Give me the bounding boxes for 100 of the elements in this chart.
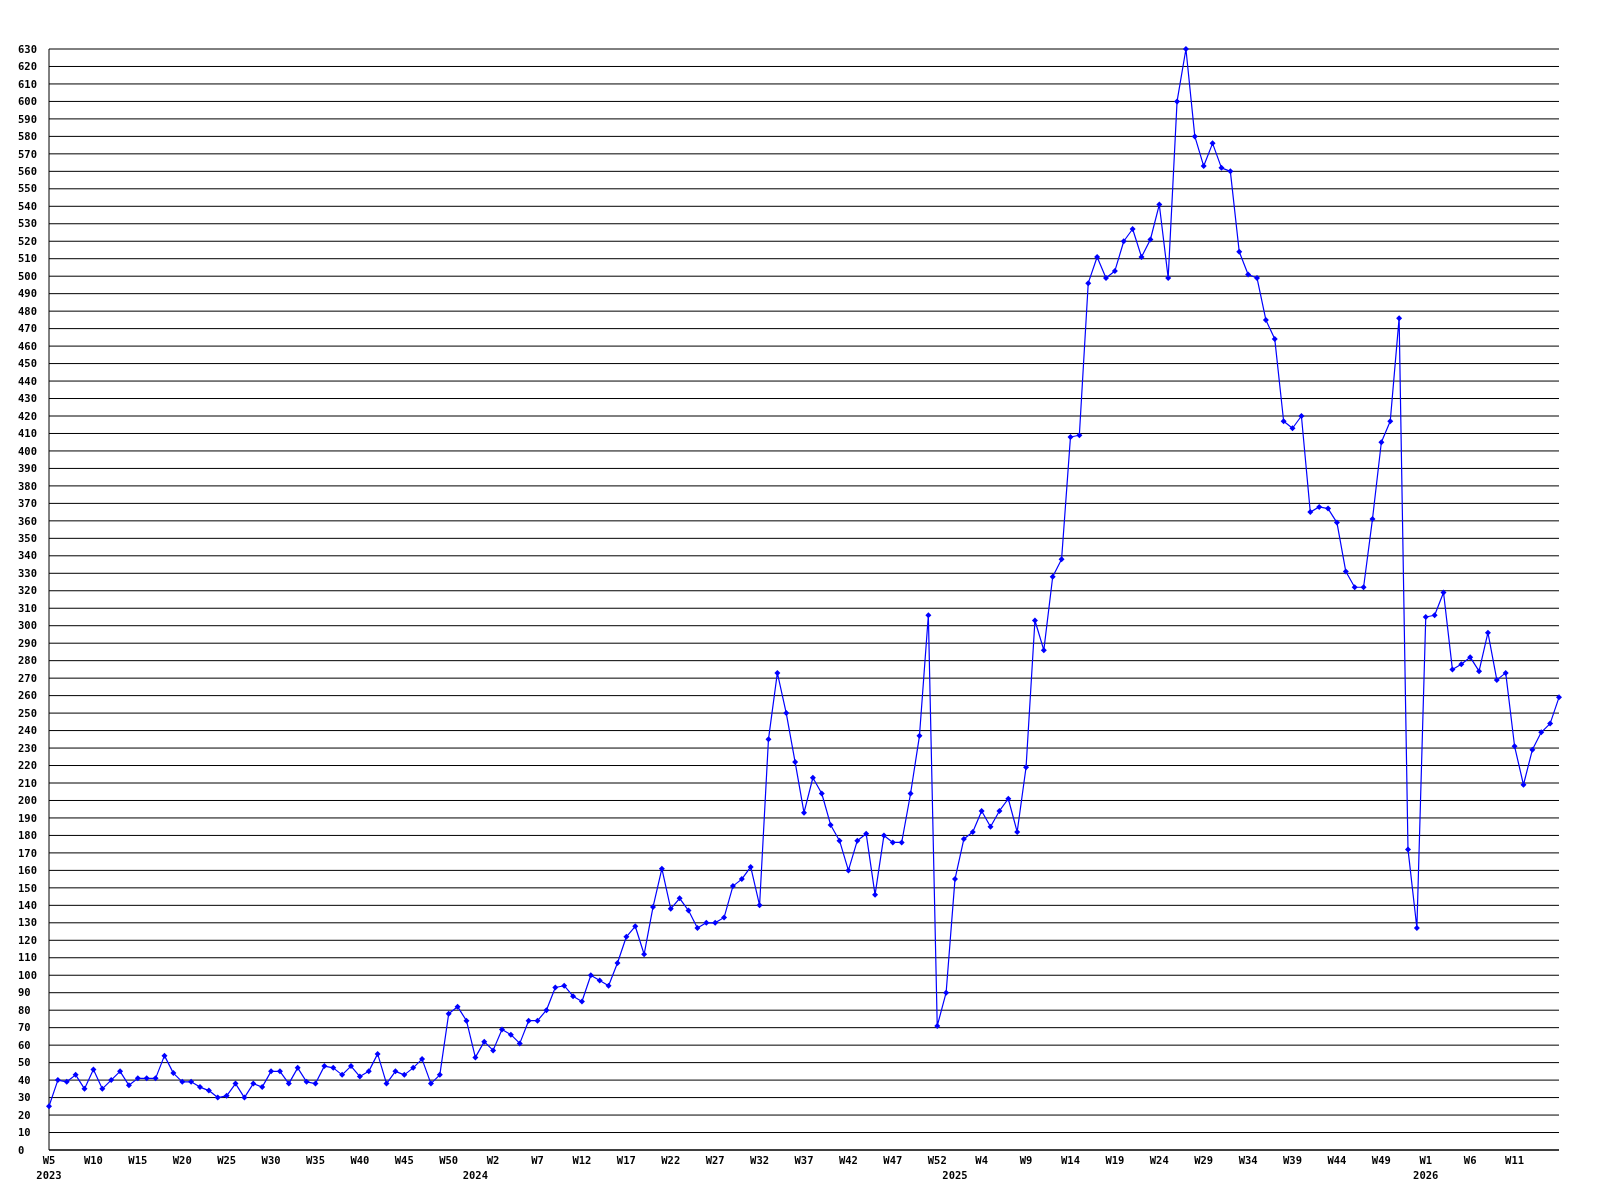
y-tick-label: 130: [18, 916, 37, 929]
x-tick-label: W19: [1105, 1154, 1125, 1166]
x-tick-label: W34: [1238, 1154, 1258, 1166]
y-tick-label: 370: [18, 497, 37, 510]
y-tick-label: 530: [18, 217, 37, 230]
y-tick-label: 620: [18, 60, 37, 73]
y-tick-label: 170: [18, 846, 37, 859]
y-tick-label: 30: [18, 1091, 31, 1104]
y-tick-label: 20: [18, 1108, 31, 1121]
y-tick-label: 100: [18, 968, 37, 981]
x-tick-label: W32: [750, 1154, 770, 1166]
y-tick-label: 580: [18, 130, 37, 143]
y-tick-label: 280: [18, 654, 37, 667]
y-tick-label: 520: [18, 234, 37, 247]
y-tick-label: 240: [18, 724, 37, 737]
y-tick-label: 400: [18, 444, 37, 457]
x-tick-label: W37: [794, 1154, 814, 1166]
x-tick-label: W4: [975, 1154, 988, 1166]
x-tick-label: W9: [1019, 1154, 1033, 1166]
y-tick-label: 550: [18, 182, 37, 195]
y-tick-label: 260: [18, 689, 37, 702]
y-tick-label: 310: [18, 601, 37, 614]
y-tick-label: 460: [18, 339, 37, 352]
y-tick-label: 320: [18, 584, 37, 597]
x-tick-label: W24: [1149, 1154, 1169, 1166]
x-tick-label: W12: [572, 1154, 592, 1166]
y-tick-label: 630: [18, 42, 37, 55]
x-tick-label: W10: [83, 1154, 103, 1166]
y-tick-label: 450: [18, 357, 37, 370]
y-tick-label: 180: [18, 829, 37, 842]
x-tick-label: W27: [705, 1154, 725, 1166]
x-tick-label: W5 2023: [36, 1154, 62, 1181]
y-tick-label: 190: [18, 811, 37, 824]
x-tick-label: W14: [1060, 1154, 1080, 1166]
y-tick-label: 600: [18, 95, 37, 108]
y-tick-label: 490: [18, 287, 37, 300]
x-tick-label: W29: [1194, 1154, 1214, 1166]
y-tick-label: 150: [18, 881, 37, 894]
x-tick-label: W47: [883, 1154, 903, 1166]
y-tick-label: 70: [18, 1021, 31, 1034]
y-tick-label: 40: [18, 1073, 31, 1086]
y-tick-label: 440: [18, 374, 37, 387]
x-tick-label: W15: [128, 1154, 148, 1166]
y-tick-label: 560: [18, 165, 37, 178]
y-tick-label: 0: [18, 1143, 25, 1156]
y-tick-label: 220: [18, 759, 37, 772]
y-tick-label: 360: [18, 514, 37, 527]
x-tick-label: W35: [305, 1154, 325, 1166]
y-tick-label: 160: [18, 864, 37, 877]
y-tick-label: 250: [18, 706, 37, 719]
x-tick-label: W25: [217, 1154, 237, 1166]
y-tick-label: 80: [18, 1003, 31, 1016]
y-tick-label: 140: [18, 899, 37, 912]
x-tick-label: W17: [616, 1154, 636, 1166]
y-tick-label: 540: [18, 199, 37, 212]
x-tick-label: W44: [1327, 1154, 1347, 1166]
x-tick-label: W7: [531, 1154, 544, 1166]
x-tick-label: W40: [350, 1154, 370, 1166]
y-tick-label: 510: [18, 252, 37, 265]
y-tick-label: 10: [18, 1126, 31, 1139]
x-tick-label: 2024: [462, 1169, 488, 1181]
x-tick-label: W22: [661, 1154, 681, 1166]
x-tick-label: W52: [927, 1154, 947, 1166]
y-tick-label: 330: [18, 566, 37, 579]
y-tick-label: 410: [18, 427, 37, 440]
y-tick-label: 60: [18, 1038, 31, 1051]
y-tick-label: 380: [18, 479, 37, 492]
y-tick-label: 270: [18, 671, 37, 684]
y-tick-label: 470: [18, 322, 37, 335]
x-tick-label: W1 2026: [1413, 1154, 1439, 1181]
x-tick-label: W30: [261, 1154, 281, 1166]
y-tick-label: 570: [18, 147, 37, 160]
x-tick-label: W2: [486, 1154, 500, 1166]
x-tick-label: W11: [1505, 1154, 1525, 1166]
y-tick-label: 110: [18, 951, 37, 964]
y-tick-label: 120: [18, 933, 37, 946]
y-tick-label: 300: [18, 619, 37, 632]
y-tick-label: 420: [18, 409, 37, 422]
x-tick-label: W20: [172, 1154, 192, 1166]
y-tick-label: 500: [18, 269, 37, 282]
y-tick-label: 230: [18, 741, 37, 754]
y-tick-label: 290: [18, 636, 37, 649]
x-tick-label: W39: [1283, 1154, 1303, 1166]
x-tick-label: W6: [1463, 1154, 1477, 1166]
y-tick-label: 210: [18, 776, 37, 789]
y-tick-label: 590: [18, 112, 37, 125]
y-tick-label: 340: [18, 549, 37, 562]
x-tick-label: W42: [838, 1154, 858, 1166]
y-tick-label: 50: [18, 1056, 31, 1069]
y-tick-label: 480: [18, 304, 37, 317]
y-tick-label: 350: [18, 532, 37, 545]
y-tick-label: 90: [18, 986, 31, 999]
y-tick-label: 200: [18, 794, 37, 807]
y-tick-label: 430: [18, 392, 37, 405]
x-tick-label: W49: [1371, 1154, 1391, 1166]
x-tick-label: W50: [439, 1154, 459, 1166]
y-tick-label: 390: [18, 462, 37, 475]
y-tick-label: 610: [18, 77, 37, 90]
x-tick-label: 2025: [942, 1169, 968, 1181]
x-tick-label: W45: [394, 1154, 414, 1166]
